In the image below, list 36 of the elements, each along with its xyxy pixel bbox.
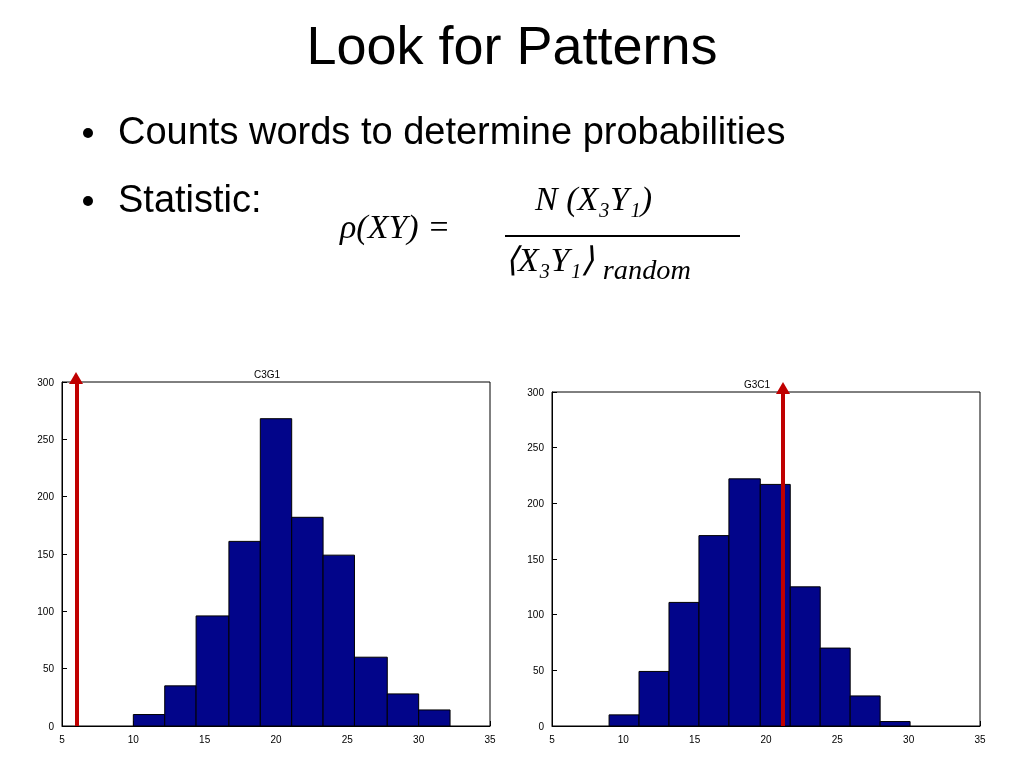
chart-title: C3G1 — [253, 368, 281, 380]
x-tick-label: 10 — [127, 733, 140, 745]
y-tick-label: 150 — [37, 548, 55, 560]
y-tick-label: 50 — [42, 663, 55, 675]
x-tick-label: 35 — [484, 733, 496, 745]
x-tick-label: 15 — [199, 733, 211, 745]
text: ρ(XY) = — [340, 208, 451, 246]
x-tick-label: 10 — [617, 733, 630, 745]
y-tick-label: 0 — [48, 720, 55, 732]
x-tick-label: 20 — [270, 733, 282, 745]
y-tick-label: 250 — [37, 433, 55, 445]
y-tick-label: 150 — [527, 553, 545, 565]
x-tick-label: 15 — [689, 733, 701, 745]
y-tick-label: 300 — [37, 376, 55, 388]
y-tick-label: 200 — [37, 491, 55, 503]
x-tick-label: 25 — [831, 733, 844, 745]
text: Statistic: — [118, 178, 262, 220]
y-tick-label: 0 — [538, 720, 545, 732]
y-tick-label: 200 — [527, 497, 545, 509]
x-tick-label: 35 — [974, 733, 986, 745]
chart-title: G3C1 — [743, 378, 771, 390]
y-tick-label: 300 — [527, 386, 545, 398]
y-tick-label: 250 — [527, 442, 545, 454]
y-tick-label: 100 — [527, 609, 545, 621]
x-tick-label: 5 — [549, 733, 556, 745]
x-tick-label: 30 — [413, 733, 425, 745]
x-tick-label: 5 — [59, 733, 66, 745]
y-tick-label: 100 — [37, 605, 55, 617]
text: ⟨X₃Y₁⟩ $_{random}$ — [505, 235, 740, 286]
text: Counts words to determine probabilities — [118, 110, 786, 152]
x-tick-label: 25 — [341, 733, 354, 745]
x-tick-label: 30 — [903, 733, 915, 745]
text: Look for Patterns — [305, 14, 719, 76]
text: N (X₃Y₁) — [535, 180, 653, 218]
x-tick-label: 20 — [760, 733, 772, 745]
y-tick-label: 50 — [532, 664, 545, 676]
